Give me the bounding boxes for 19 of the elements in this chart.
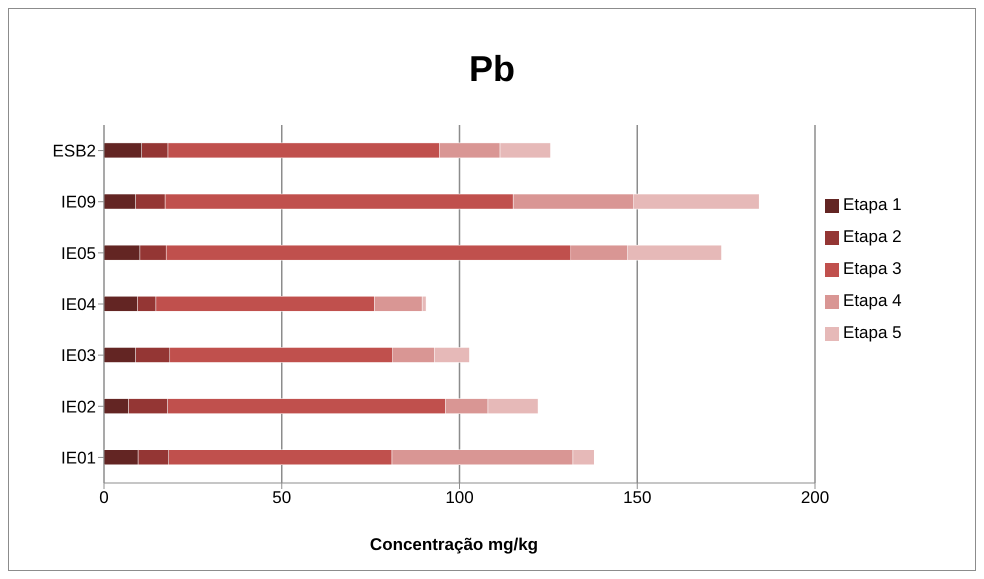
legend-label: Etapa 5: [843, 323, 902, 342]
x-tick-label: 150: [623, 488, 652, 508]
legend-label: Etapa 2: [843, 227, 902, 246]
y-tick-label: IE02: [61, 397, 96, 416]
y-tick-label: IE04: [61, 295, 96, 314]
legend-label: Etapa 3: [843, 259, 902, 278]
y-tick-label: IE05: [61, 244, 96, 263]
x-tick-label: 0: [99, 488, 109, 508]
legend-label: Etapa 1: [843, 195, 902, 214]
y-tick-label: IE01: [61, 448, 96, 468]
y-tick-label: ESB2: [52, 142, 96, 161]
x-tick-label: 100: [445, 488, 474, 508]
legend-label: Etapa 4: [843, 291, 902, 310]
y-tick-label: IE03: [61, 346, 96, 366]
x-axis-title: Concentração mg/kg: [368, 535, 540, 555]
x-tick-label: 200: [800, 488, 830, 508]
chart-title: Pb: [468, 48, 516, 89]
y-tick-label: IE09: [61, 192, 96, 212]
x-tick-label: 50: [272, 488, 292, 508]
